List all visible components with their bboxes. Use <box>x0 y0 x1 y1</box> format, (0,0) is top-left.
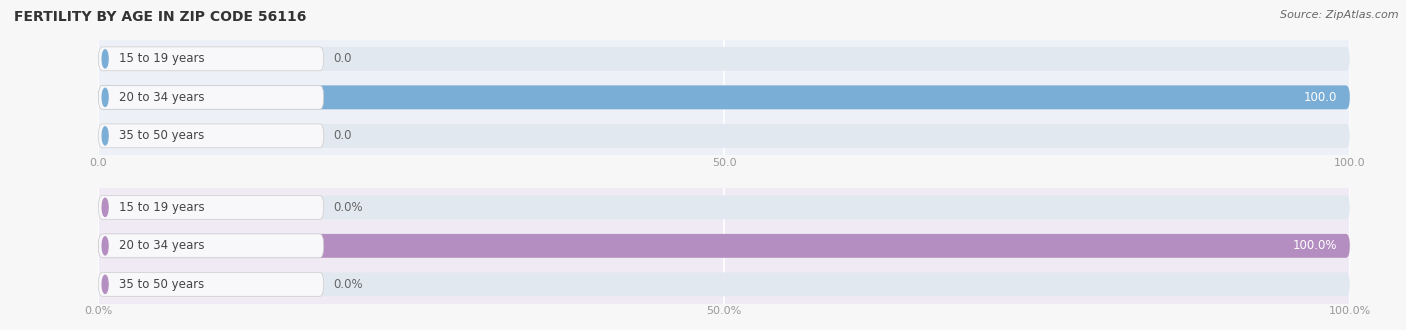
FancyBboxPatch shape <box>98 85 1350 109</box>
Text: 35 to 50 years: 35 to 50 years <box>120 129 205 142</box>
FancyBboxPatch shape <box>98 234 323 258</box>
Circle shape <box>103 127 108 145</box>
Circle shape <box>103 275 108 293</box>
FancyBboxPatch shape <box>98 234 1350 258</box>
FancyBboxPatch shape <box>98 273 323 296</box>
FancyBboxPatch shape <box>98 195 323 219</box>
FancyBboxPatch shape <box>98 234 1350 258</box>
Text: 100.0: 100.0 <box>1303 91 1337 104</box>
Text: 100.0%: 100.0% <box>1292 239 1337 252</box>
FancyBboxPatch shape <box>98 85 1350 109</box>
Text: 0.0: 0.0 <box>333 52 352 65</box>
Text: 15 to 19 years: 15 to 19 years <box>120 201 205 214</box>
Circle shape <box>103 198 108 216</box>
Circle shape <box>103 50 108 68</box>
Text: 15 to 19 years: 15 to 19 years <box>120 52 205 65</box>
Text: FERTILITY BY AGE IN ZIP CODE 56116: FERTILITY BY AGE IN ZIP CODE 56116 <box>14 10 307 24</box>
Text: Source: ZipAtlas.com: Source: ZipAtlas.com <box>1281 10 1399 20</box>
FancyBboxPatch shape <box>98 47 323 71</box>
FancyBboxPatch shape <box>98 273 1350 296</box>
FancyBboxPatch shape <box>98 124 1350 148</box>
FancyBboxPatch shape <box>98 124 323 148</box>
FancyBboxPatch shape <box>98 47 1350 71</box>
FancyBboxPatch shape <box>98 195 1350 219</box>
Text: 20 to 34 years: 20 to 34 years <box>120 239 205 252</box>
Text: 0.0%: 0.0% <box>333 278 363 291</box>
Text: 0.0%: 0.0% <box>333 201 363 214</box>
Text: 20 to 34 years: 20 to 34 years <box>120 91 205 104</box>
Circle shape <box>103 88 108 106</box>
Circle shape <box>103 237 108 255</box>
Text: 0.0: 0.0 <box>333 129 352 142</box>
FancyBboxPatch shape <box>98 85 323 109</box>
Text: 35 to 50 years: 35 to 50 years <box>120 278 205 291</box>
